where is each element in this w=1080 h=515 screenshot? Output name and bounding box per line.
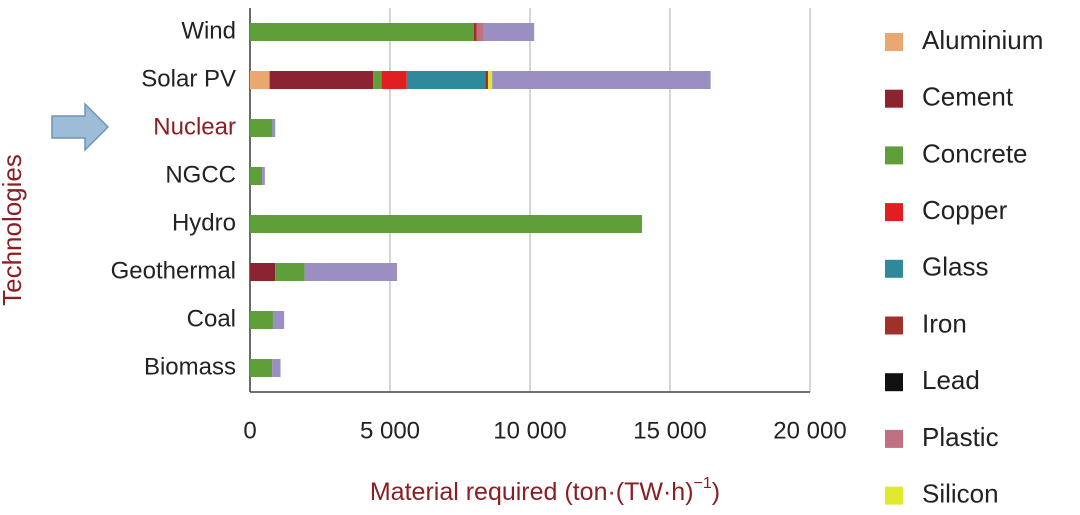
bar-segment (269, 71, 374, 89)
bar-segment (275, 263, 305, 281)
bar-segment (250, 23, 474, 41)
legend-label: Iron (922, 308, 967, 338)
legend-swatch (885, 146, 903, 165)
y-tick-label: Nuclear (153, 113, 236, 140)
legend-label: Aluminium (922, 25, 1043, 55)
highlight-arrow (51, 102, 110, 152)
legend-swatch (885, 259, 903, 278)
legend-label: Silicon (922, 478, 999, 508)
bar-segment (304, 263, 397, 281)
legend-swatch (885, 89, 903, 108)
bar-segment (250, 359, 273, 377)
legend-label: Concrete (922, 138, 1028, 168)
x-tick-label: 10 000 (493, 417, 566, 444)
x-tick-label: 20 000 (773, 417, 846, 444)
x-axis-label-main: Material required (ton·(TW·h) (370, 478, 694, 506)
y-axis-label: Technologies (0, 154, 27, 306)
legend-swatch (885, 316, 903, 335)
legend-label: Plastic (922, 422, 999, 452)
y-tick-label: NGCC (165, 161, 236, 188)
x-tick-label: 15 000 (633, 417, 706, 444)
bar-segment (250, 311, 273, 329)
legend-label: Lead (922, 365, 980, 395)
legend-swatch (885, 203, 903, 222)
bar-segment (406, 71, 486, 89)
y-tick-label: Coal (187, 305, 236, 332)
y-tick-label: Solar PV (141, 65, 236, 92)
x-axis-label-end: ) (712, 478, 720, 506)
x-axis-label-sup: −1 (694, 475, 712, 492)
legend-label: Glass (922, 252, 988, 282)
bar-segment (492, 71, 711, 89)
bar-segment (476, 23, 484, 41)
bar-segment (272, 119, 276, 137)
bar-segment (485, 71, 488, 89)
legend-swatch (885, 373, 903, 392)
y-tick-label: Hydro (172, 209, 236, 236)
bar-segment (250, 215, 642, 233)
y-tick-label: Biomass (144, 353, 236, 380)
legend-label: Cement (922, 82, 1014, 112)
legend-swatch (885, 429, 903, 448)
x-axis-label: Material required (ton·(TW·h)−1) (370, 475, 720, 505)
legend-swatch (885, 33, 903, 51)
bar-segment (250, 263, 276, 281)
bar-segment (272, 311, 285, 329)
bar-segment (488, 71, 493, 89)
bar-segment (373, 71, 382, 89)
bar-segment (381, 71, 407, 89)
legend-label: Copper (922, 195, 1008, 225)
bar-segment (483, 23, 535, 41)
x-tick-label: 0 (243, 417, 256, 444)
bar-segment (250, 71, 270, 89)
bar-segment (474, 23, 477, 41)
y-tick-label: Geothermal (111, 257, 236, 284)
legend-swatch (885, 486, 903, 505)
x-tick-label: 5 000 (360, 417, 420, 444)
bar-segment (250, 167, 263, 185)
bar-segment (262, 167, 265, 185)
y-tick-label: Wind (181, 17, 236, 44)
bar-segment (250, 119, 273, 137)
bar-segment (272, 359, 281, 377)
